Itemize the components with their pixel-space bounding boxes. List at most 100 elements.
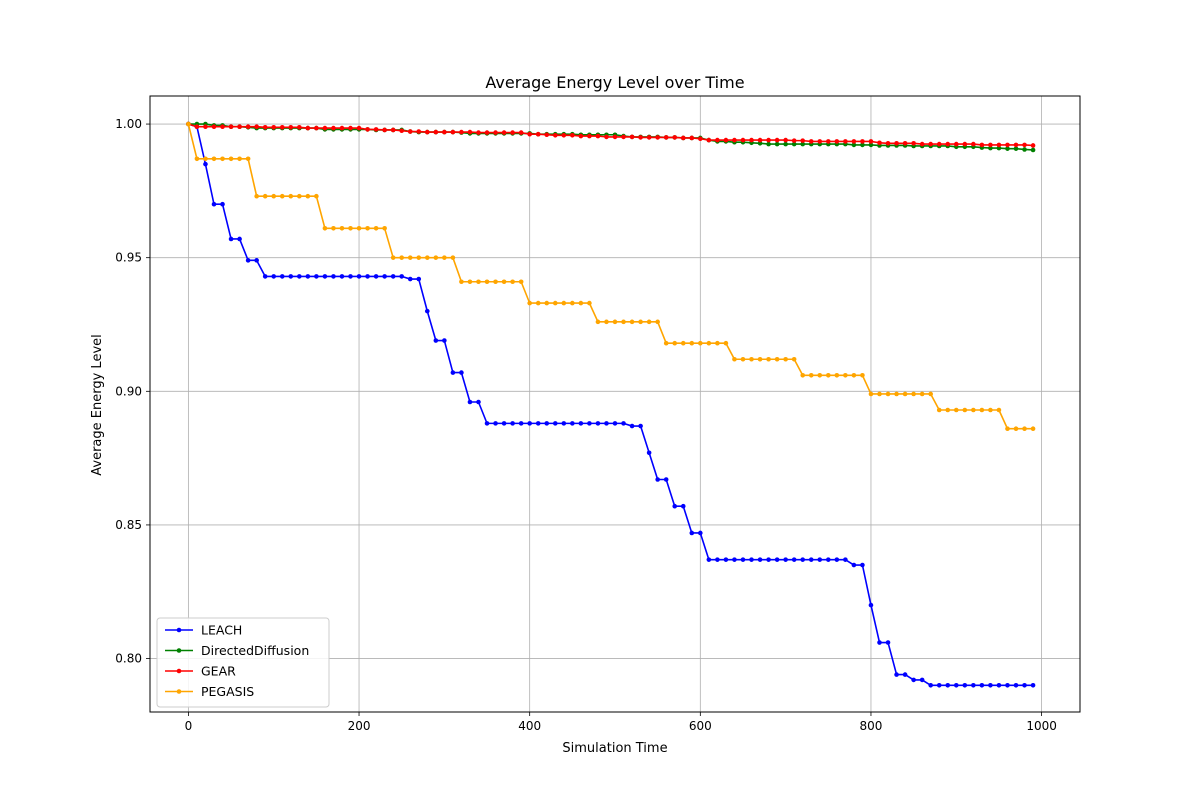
data-point xyxy=(467,129,473,135)
data-point xyxy=(416,129,422,134)
data-point xyxy=(843,139,848,144)
data-point xyxy=(254,193,259,199)
data-point xyxy=(962,682,968,688)
data-point xyxy=(732,356,737,362)
data-point xyxy=(723,340,729,346)
data-point xyxy=(237,236,242,242)
data-point xyxy=(262,274,268,279)
data-point xyxy=(706,340,712,346)
data-point xyxy=(971,682,976,688)
data-point xyxy=(689,530,695,536)
data-point xyxy=(808,139,814,144)
data-point xyxy=(988,145,993,151)
data-point xyxy=(877,391,882,397)
data-point xyxy=(552,300,558,306)
data-point xyxy=(945,407,951,413)
data-point xyxy=(254,258,259,263)
data-point xyxy=(459,279,464,285)
x-axis-label: Simulation Time xyxy=(562,741,667,756)
data-point xyxy=(996,407,1002,413)
data-point xyxy=(203,124,208,130)
data-point xyxy=(817,557,823,562)
data-point xyxy=(791,356,797,362)
data-point xyxy=(783,356,788,362)
data-point xyxy=(433,129,439,135)
data-point xyxy=(211,124,217,130)
data-point xyxy=(186,121,191,127)
data-point xyxy=(1005,682,1010,688)
data-point xyxy=(962,141,968,147)
data-point xyxy=(646,450,652,456)
data-point xyxy=(996,682,1002,688)
data-point xyxy=(629,134,635,140)
data-point xyxy=(527,300,532,306)
data-point xyxy=(953,682,959,688)
legend-item-leach: LEACH xyxy=(165,623,242,638)
data-point xyxy=(416,276,422,282)
data-point xyxy=(723,137,729,143)
data-point xyxy=(638,319,643,325)
data-point xyxy=(774,557,780,562)
data-point xyxy=(766,141,771,147)
data-point xyxy=(510,279,515,285)
data-point xyxy=(971,407,976,413)
data-point xyxy=(902,391,908,397)
data-point xyxy=(638,423,643,429)
data-point xyxy=(663,477,669,482)
data-point xyxy=(348,125,353,131)
data-point xyxy=(476,399,481,405)
data-point xyxy=(749,557,754,562)
data-point xyxy=(211,156,217,162)
data-point xyxy=(322,125,328,131)
data-point xyxy=(723,557,729,562)
plot-frame xyxy=(149,95,1081,713)
data-point xyxy=(518,421,524,426)
data-point xyxy=(501,130,507,135)
data-point xyxy=(988,407,993,413)
legend: LEACH DirectedDiffusion GEAR PEGASIS xyxy=(156,617,330,708)
data-point xyxy=(390,127,396,133)
data-point xyxy=(228,156,234,162)
data-point xyxy=(680,340,686,346)
data-point xyxy=(749,356,754,362)
data-point xyxy=(271,193,277,199)
data-point xyxy=(646,135,652,140)
data-point xyxy=(800,138,806,143)
series-line-gear xyxy=(188,123,1034,147)
data-point xyxy=(860,562,865,568)
data-point xyxy=(808,557,814,562)
data-point xyxy=(382,127,387,133)
data-point xyxy=(339,274,345,279)
data-point xyxy=(851,372,857,378)
data-point xyxy=(612,134,618,140)
data-point xyxy=(544,132,550,138)
data-point xyxy=(1022,147,1027,152)
data-point xyxy=(689,340,695,346)
data-point xyxy=(535,300,541,306)
data-point xyxy=(595,133,601,139)
data-point xyxy=(868,139,874,144)
data-point xyxy=(459,370,464,375)
data-point xyxy=(305,274,311,279)
legend-label: DirectedDiffusion xyxy=(201,643,309,658)
data-point xyxy=(663,340,669,346)
data-point xyxy=(535,421,541,426)
axis-ticks: 0 200 400 600 800 1000 0.80 0.85 0.90 0.95 1.00 xyxy=(115,117,1057,733)
data-point xyxy=(365,274,370,279)
data-point xyxy=(228,236,234,242)
data-point xyxy=(407,129,413,134)
data-point xyxy=(245,156,251,162)
data-point xyxy=(604,134,609,140)
data-point xyxy=(595,319,601,325)
data-point xyxy=(305,125,311,131)
data-point xyxy=(399,255,405,260)
data-point xyxy=(339,125,345,131)
data-point xyxy=(860,372,865,378)
data-point xyxy=(535,131,541,137)
data-point xyxy=(791,141,797,147)
data-point xyxy=(868,142,874,148)
data-point xyxy=(322,225,328,231)
data-point xyxy=(834,372,840,378)
data-point xyxy=(331,274,336,279)
